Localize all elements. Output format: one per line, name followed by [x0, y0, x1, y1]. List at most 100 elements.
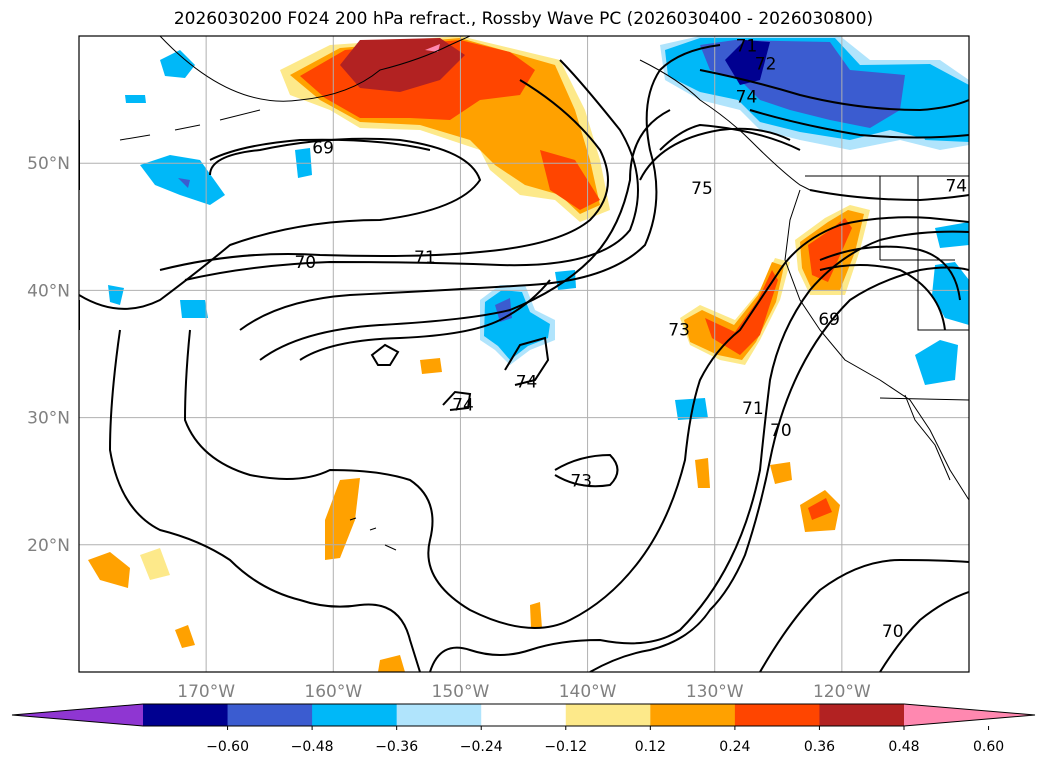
shade-west1b: [178, 178, 190, 188]
shade-sw7: [420, 358, 442, 374]
gridlines: [79, 36, 969, 672]
lon-tick-label: 130°W: [686, 682, 744, 702]
contour-label: 75: [691, 179, 713, 199]
contour-low-b: [108, 329, 421, 672]
colorbar-segment: [396, 704, 482, 726]
contour-label: 74: [516, 373, 538, 393]
coast-usa-west: [784, 189, 969, 501]
colorbar-segment: [312, 704, 398, 726]
contour-75: [639, 127, 791, 181]
map-plot-area: 69 70 71 75 72 74 71 74 73 69 74 74 71 70 73 70: [79, 36, 969, 672]
shade-sw5: [770, 462, 792, 484]
shade-sw3: [175, 625, 195, 648]
coastlines: [119, 36, 969, 551]
coast-alaska-chain: [119, 109, 261, 141]
contour-label: 74: [452, 395, 474, 415]
contour-small-a: [370, 343, 400, 366]
contour-small-c: [504, 336, 550, 386]
shade-calif-red: [705, 270, 778, 355]
colorbar-tick-label: −0.48: [291, 739, 334, 755]
colorbar-tick-label: 0.60: [973, 739, 1004, 755]
shade-west8: [125, 95, 146, 103]
shade-east1: [935, 222, 969, 248]
colorbar-segment: [143, 704, 229, 726]
colorbar: −0.60 −0.48 −0.36 −0.24 −0.12 0.12 0.24 0.36 0.4…: [11, 703, 1036, 755]
shade-west5: [180, 300, 208, 318]
shade-alaska-pink: [425, 44, 440, 52]
contour-70: [79, 79, 609, 271]
longitude-tick-labels: 170°W 160°W 150°W 140°W 130°W 120°W: [177, 682, 871, 702]
coast-bc: [639, 59, 811, 191]
contour-label: 74: [945, 177, 967, 197]
contour-label: 73: [570, 472, 592, 492]
shade-sw9: [530, 602, 542, 628]
lon-tick-label: 150°W: [432, 682, 490, 702]
contour-label: 70: [294, 253, 316, 273]
contour-69-west: [79, 137, 482, 310]
shade-east2: [932, 262, 969, 325]
colorbar-under-tip: [12, 704, 143, 726]
shade-sw6: [695, 458, 710, 488]
contour-small-b: [442, 390, 472, 411]
lon-tick-label: 140°W: [559, 682, 617, 702]
colorbar-outline: [11, 703, 1036, 727]
shade-sw10: [140, 548, 170, 580]
contours: [79, 44, 969, 672]
coast-baja: [904, 394, 951, 481]
contour-74: [299, 123, 801, 361]
coast-hawaii: [349, 517, 397, 551]
contour-small-d: [554, 453, 619, 488]
latitude-tick-labels: 20°N 30°N 40°N 50°N: [27, 154, 70, 556]
colorbar-segment: [565, 704, 651, 726]
contour-labels: 69 70 71 75 72 74 71 74 73 69 74 74 71 70 73 70: [294, 37, 967, 642]
colorbar-tick-label: −0.12: [544, 739, 587, 755]
contour-east-a: [819, 245, 961, 331]
contour-low-f: [879, 591, 969, 672]
contour-69-north: [209, 138, 431, 161]
colorbar-tick-label: −0.24: [460, 739, 503, 755]
lat-tick-label: 20°N: [27, 536, 70, 556]
chart-title: 2026030200 F024 200 hPa refract., Rossby…: [173, 9, 874, 29]
contour-label: 70: [882, 622, 904, 642]
colorbar-tick-label: 0.48: [888, 739, 919, 755]
contour-71: [184, 59, 639, 281]
contour-label: 71: [414, 248, 436, 268]
shade-west2: [160, 50, 195, 78]
lon-tick-label: 120°W: [813, 682, 871, 702]
contour-label: 70: [770, 421, 792, 441]
contour-low-d: [589, 266, 969, 672]
coast-alaska: [159, 36, 471, 102]
contour-label: 71: [736, 37, 758, 57]
colorbar-tick-label: 0.36: [804, 739, 835, 755]
contour-label: 71: [742, 399, 764, 419]
border-us-mexico: [879, 397, 969, 401]
contour-low-a: [183, 216, 969, 629]
contour-label: 69: [818, 310, 840, 330]
contour-canada-b: [749, 109, 969, 139]
colorbar-tick-label: −0.36: [375, 739, 418, 755]
colorbar-tick-label: 0.24: [719, 739, 750, 755]
shade-alaska-dark: [340, 38, 465, 92]
plot-frame: [78, 35, 970, 673]
colorbar-tick-label: 0.12: [635, 739, 666, 755]
contour-label: 73: [668, 320, 690, 340]
colorbar-tick-label: −0.60: [206, 739, 249, 755]
lon-tick-label: 160°W: [304, 682, 362, 702]
colorbar-over-tip: [904, 704, 1035, 726]
shade-sw4b: [808, 498, 832, 520]
colorbar-segment: [819, 704, 905, 726]
shade-east3: [915, 340, 958, 385]
contour-72: [239, 44, 721, 331]
contour-canada-c: [809, 189, 969, 202]
shade-canada-dark: [725, 40, 770, 85]
lon-tick-label: 170°W: [177, 682, 235, 702]
lat-tick-label: 40°N: [27, 281, 70, 301]
colorbar-segment: [481, 704, 567, 726]
contour-low-e: [759, 558, 969, 672]
shade-calif2-red: [808, 218, 852, 282]
shade-alaska-red2: [540, 150, 600, 210]
lat-tick-label: 30°N: [27, 409, 70, 429]
shade-sw8: [378, 655, 405, 672]
contour-label: 72: [755, 55, 777, 75]
contour-73: [259, 109, 671, 361]
